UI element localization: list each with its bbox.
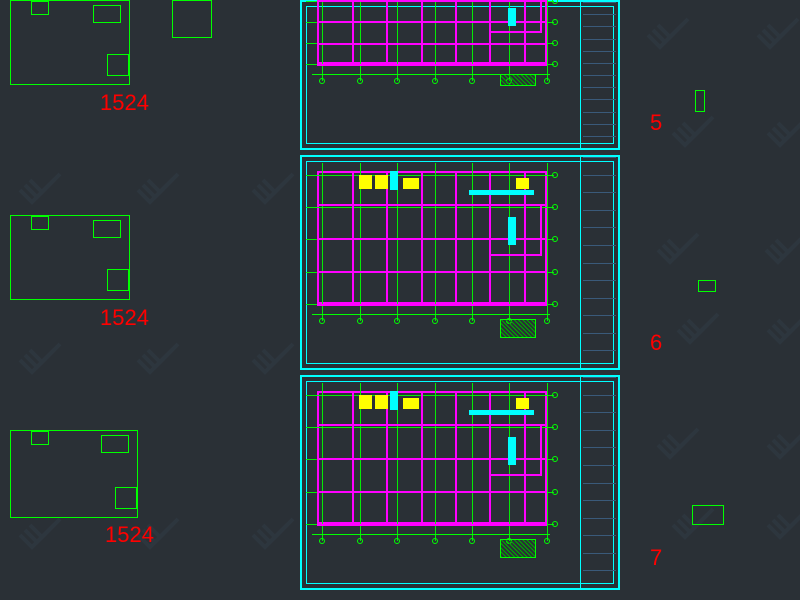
watermark-icon [130, 165, 180, 215]
watermark-icon [758, 225, 800, 275]
drawing-sheet-0 [300, 0, 620, 150]
watermark-icon [760, 108, 800, 158]
watermark-icon [650, 225, 700, 275]
watermark-icon [760, 500, 800, 550]
sheet-number-0: 5 [650, 110, 662, 136]
titleblock [580, 2, 618, 148]
small-outline-0 [695, 90, 705, 112]
watermark-icon [640, 10, 690, 60]
watermark-icon [760, 305, 800, 355]
drawing-sheet-2 [300, 375, 620, 590]
small-outline-1 [698, 280, 716, 292]
watermark-icon [245, 165, 295, 215]
titleblock [580, 377, 618, 588]
watermark-icon [245, 335, 295, 385]
outline-shape-2 [10, 430, 138, 518]
watermark-icon [12, 335, 62, 385]
watermark-icon [750, 10, 800, 60]
titleblock [580, 157, 618, 368]
sheet-number-2: 7 [650, 545, 662, 571]
watermark-icon [245, 510, 295, 560]
shape-dimension-label-0: 1524 [100, 90, 149, 116]
watermark-icon [665, 108, 715, 158]
watermark-icon [670, 305, 720, 355]
watermark-icon [760, 420, 800, 470]
watermark-icon [650, 420, 700, 470]
outline-shape-1 [10, 215, 130, 300]
aux-outline-0 [172, 0, 212, 38]
small-outline-2 [692, 505, 724, 525]
watermark-icon [130, 335, 180, 385]
watermark-icon [12, 165, 62, 215]
sheet-number-1: 6 [650, 330, 662, 356]
shape-dimension-label-2: 1524 [105, 522, 154, 548]
shape-dimension-label-1: 1524 [100, 305, 149, 331]
drawing-sheet-1 [300, 155, 620, 370]
outline-shape-0 [10, 0, 130, 85]
